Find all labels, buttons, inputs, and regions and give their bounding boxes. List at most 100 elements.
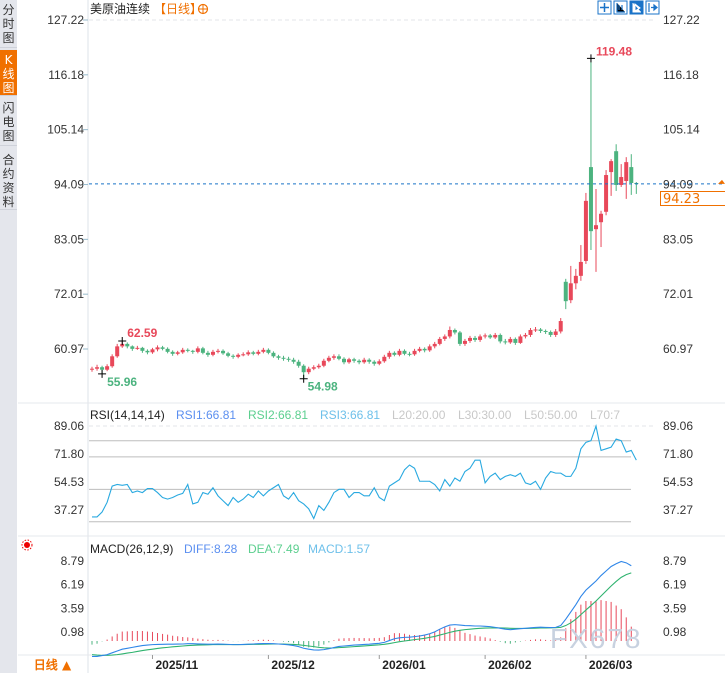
crosshair-icon[interactable] bbox=[597, 0, 612, 15]
candle-body bbox=[311, 367, 316, 369]
candle-body bbox=[352, 359, 357, 361]
candle-body bbox=[190, 350, 195, 352]
date-label: 2025/12 bbox=[271, 658, 315, 672]
rsi-tick-right: 71.80 bbox=[663, 447, 693, 461]
candle-body bbox=[331, 356, 336, 358]
candle-body bbox=[417, 348, 422, 351]
date-label: 2026/03 bbox=[589, 658, 633, 672]
tab-timeshare[interactable]: 分时图 bbox=[0, 3, 17, 48]
rsi3-value: RSI3:66.81 bbox=[320, 408, 380, 422]
candle-body bbox=[125, 343, 130, 347]
price-tick-right: 105.14 bbox=[663, 123, 700, 137]
candle-body bbox=[286, 358, 291, 360]
candle-body bbox=[422, 348, 427, 351]
rsi-tick-left: 89.06 bbox=[54, 419, 84, 433]
candle-body bbox=[538, 329, 543, 331]
rsi-title: RSI(14,14,14) bbox=[90, 408, 165, 422]
candle-body bbox=[533, 329, 538, 331]
candle-body bbox=[377, 361, 382, 364]
macd-tick-left: 8.79 bbox=[61, 554, 85, 568]
candle-body bbox=[604, 175, 609, 212]
candle-body bbox=[473, 337, 478, 340]
macd-title: MACD(26,12,9) bbox=[90, 542, 173, 556]
candle-body bbox=[321, 360, 326, 366]
rsi-tick-left: 54.53 bbox=[54, 475, 84, 489]
candle-body bbox=[442, 336, 447, 339]
crosshair-marker bbox=[118, 336, 127, 345]
tab-flash-chart[interactable]: 闪电图 bbox=[0, 98, 17, 146]
crosshair-marker bbox=[586, 54, 595, 63]
candle-body bbox=[563, 281, 568, 302]
rsi1-value: RSI1:66.81 bbox=[176, 408, 236, 422]
candle-body bbox=[372, 361, 377, 364]
candle-body bbox=[427, 346, 432, 351]
period-label: 【日线】 bbox=[154, 2, 202, 16]
candle-body bbox=[226, 353, 231, 356]
candle-body bbox=[462, 340, 467, 344]
candle-body bbox=[609, 161, 614, 173]
date-label: 2026/02 bbox=[488, 658, 532, 672]
candle-body bbox=[357, 360, 362, 363]
add-circle-icon[interactable] bbox=[197, 3, 209, 15]
price-tick-left: 94.09 bbox=[54, 178, 84, 192]
candle-body bbox=[347, 359, 352, 363]
up-arrow-icon bbox=[718, 179, 725, 184]
candle-body bbox=[583, 200, 588, 261]
candle-body bbox=[568, 283, 573, 301]
diff-value: DIFF:8.28 bbox=[184, 542, 238, 556]
candle-body bbox=[508, 338, 513, 343]
candle-body bbox=[175, 352, 180, 354]
candle-body bbox=[130, 346, 135, 349]
candle-body bbox=[246, 352, 251, 355]
candle-body bbox=[594, 225, 598, 230]
period-selector[interactable]: 日线 ▲ bbox=[33, 658, 72, 672]
rsi2-value: RSI2:66.81 bbox=[248, 408, 308, 422]
candle-body bbox=[90, 368, 94, 370]
candle-body bbox=[412, 350, 417, 355]
settings-sun-icon[interactable] bbox=[21, 539, 33, 551]
candle-body bbox=[518, 336, 523, 343]
candle-body bbox=[306, 368, 311, 373]
price-tick-right: 127.22 bbox=[663, 13, 700, 27]
price-tick-right: 94.09 bbox=[663, 178, 693, 192]
candle-body bbox=[523, 334, 528, 337]
candle-body bbox=[105, 366, 110, 370]
candle-body bbox=[100, 367, 105, 370]
candle-body bbox=[95, 367, 100, 369]
candle-body bbox=[216, 350, 220, 352]
date-label: 2025/11 bbox=[155, 658, 198, 672]
candle-body bbox=[316, 365, 321, 368]
candle-body bbox=[120, 343, 125, 347]
crosshair-marker bbox=[98, 369, 107, 378]
candle-body bbox=[185, 349, 190, 351]
instrument-title: 美原油连续 bbox=[90, 1, 150, 16]
local-low-label: 55.96 bbox=[107, 375, 137, 389]
candle-body bbox=[513, 338, 518, 343]
date-label: 2026/01 bbox=[382, 658, 426, 672]
candle-body bbox=[498, 334, 503, 342]
zoom-fit-icon[interactable] bbox=[613, 0, 628, 15]
macd-tick-right: 6.19 bbox=[663, 578, 687, 592]
l30-value: L30:30.00 bbox=[458, 408, 512, 422]
dea-line bbox=[91, 572, 632, 656]
candle-body bbox=[301, 365, 306, 373]
scroll-right-icon[interactable] bbox=[645, 0, 660, 15]
tab-kline[interactable]: K线图 bbox=[0, 50, 17, 96]
last-price-label: 94.23 bbox=[660, 191, 725, 207]
price-tick-left: 105.14 bbox=[47, 123, 84, 137]
price-tick-left: 127.22 bbox=[47, 13, 84, 27]
crosshair-marker bbox=[299, 374, 308, 383]
candle-body bbox=[362, 359, 367, 363]
candle-body bbox=[200, 348, 205, 353]
candle-body bbox=[165, 348, 170, 352]
candle-body bbox=[483, 335, 488, 337]
tab-contract-info[interactable]: 合约资料 bbox=[0, 150, 17, 210]
draw-tool-icon[interactable] bbox=[629, 0, 644, 15]
candle-body bbox=[599, 213, 604, 223]
candle-body bbox=[291, 359, 296, 362]
l70-value: L70:7 bbox=[590, 408, 620, 422]
price-tick-left: 83.05 bbox=[54, 232, 84, 246]
price-tick-right: 83.05 bbox=[663, 232, 693, 246]
local-high-label: 62.59 bbox=[127, 326, 157, 340]
